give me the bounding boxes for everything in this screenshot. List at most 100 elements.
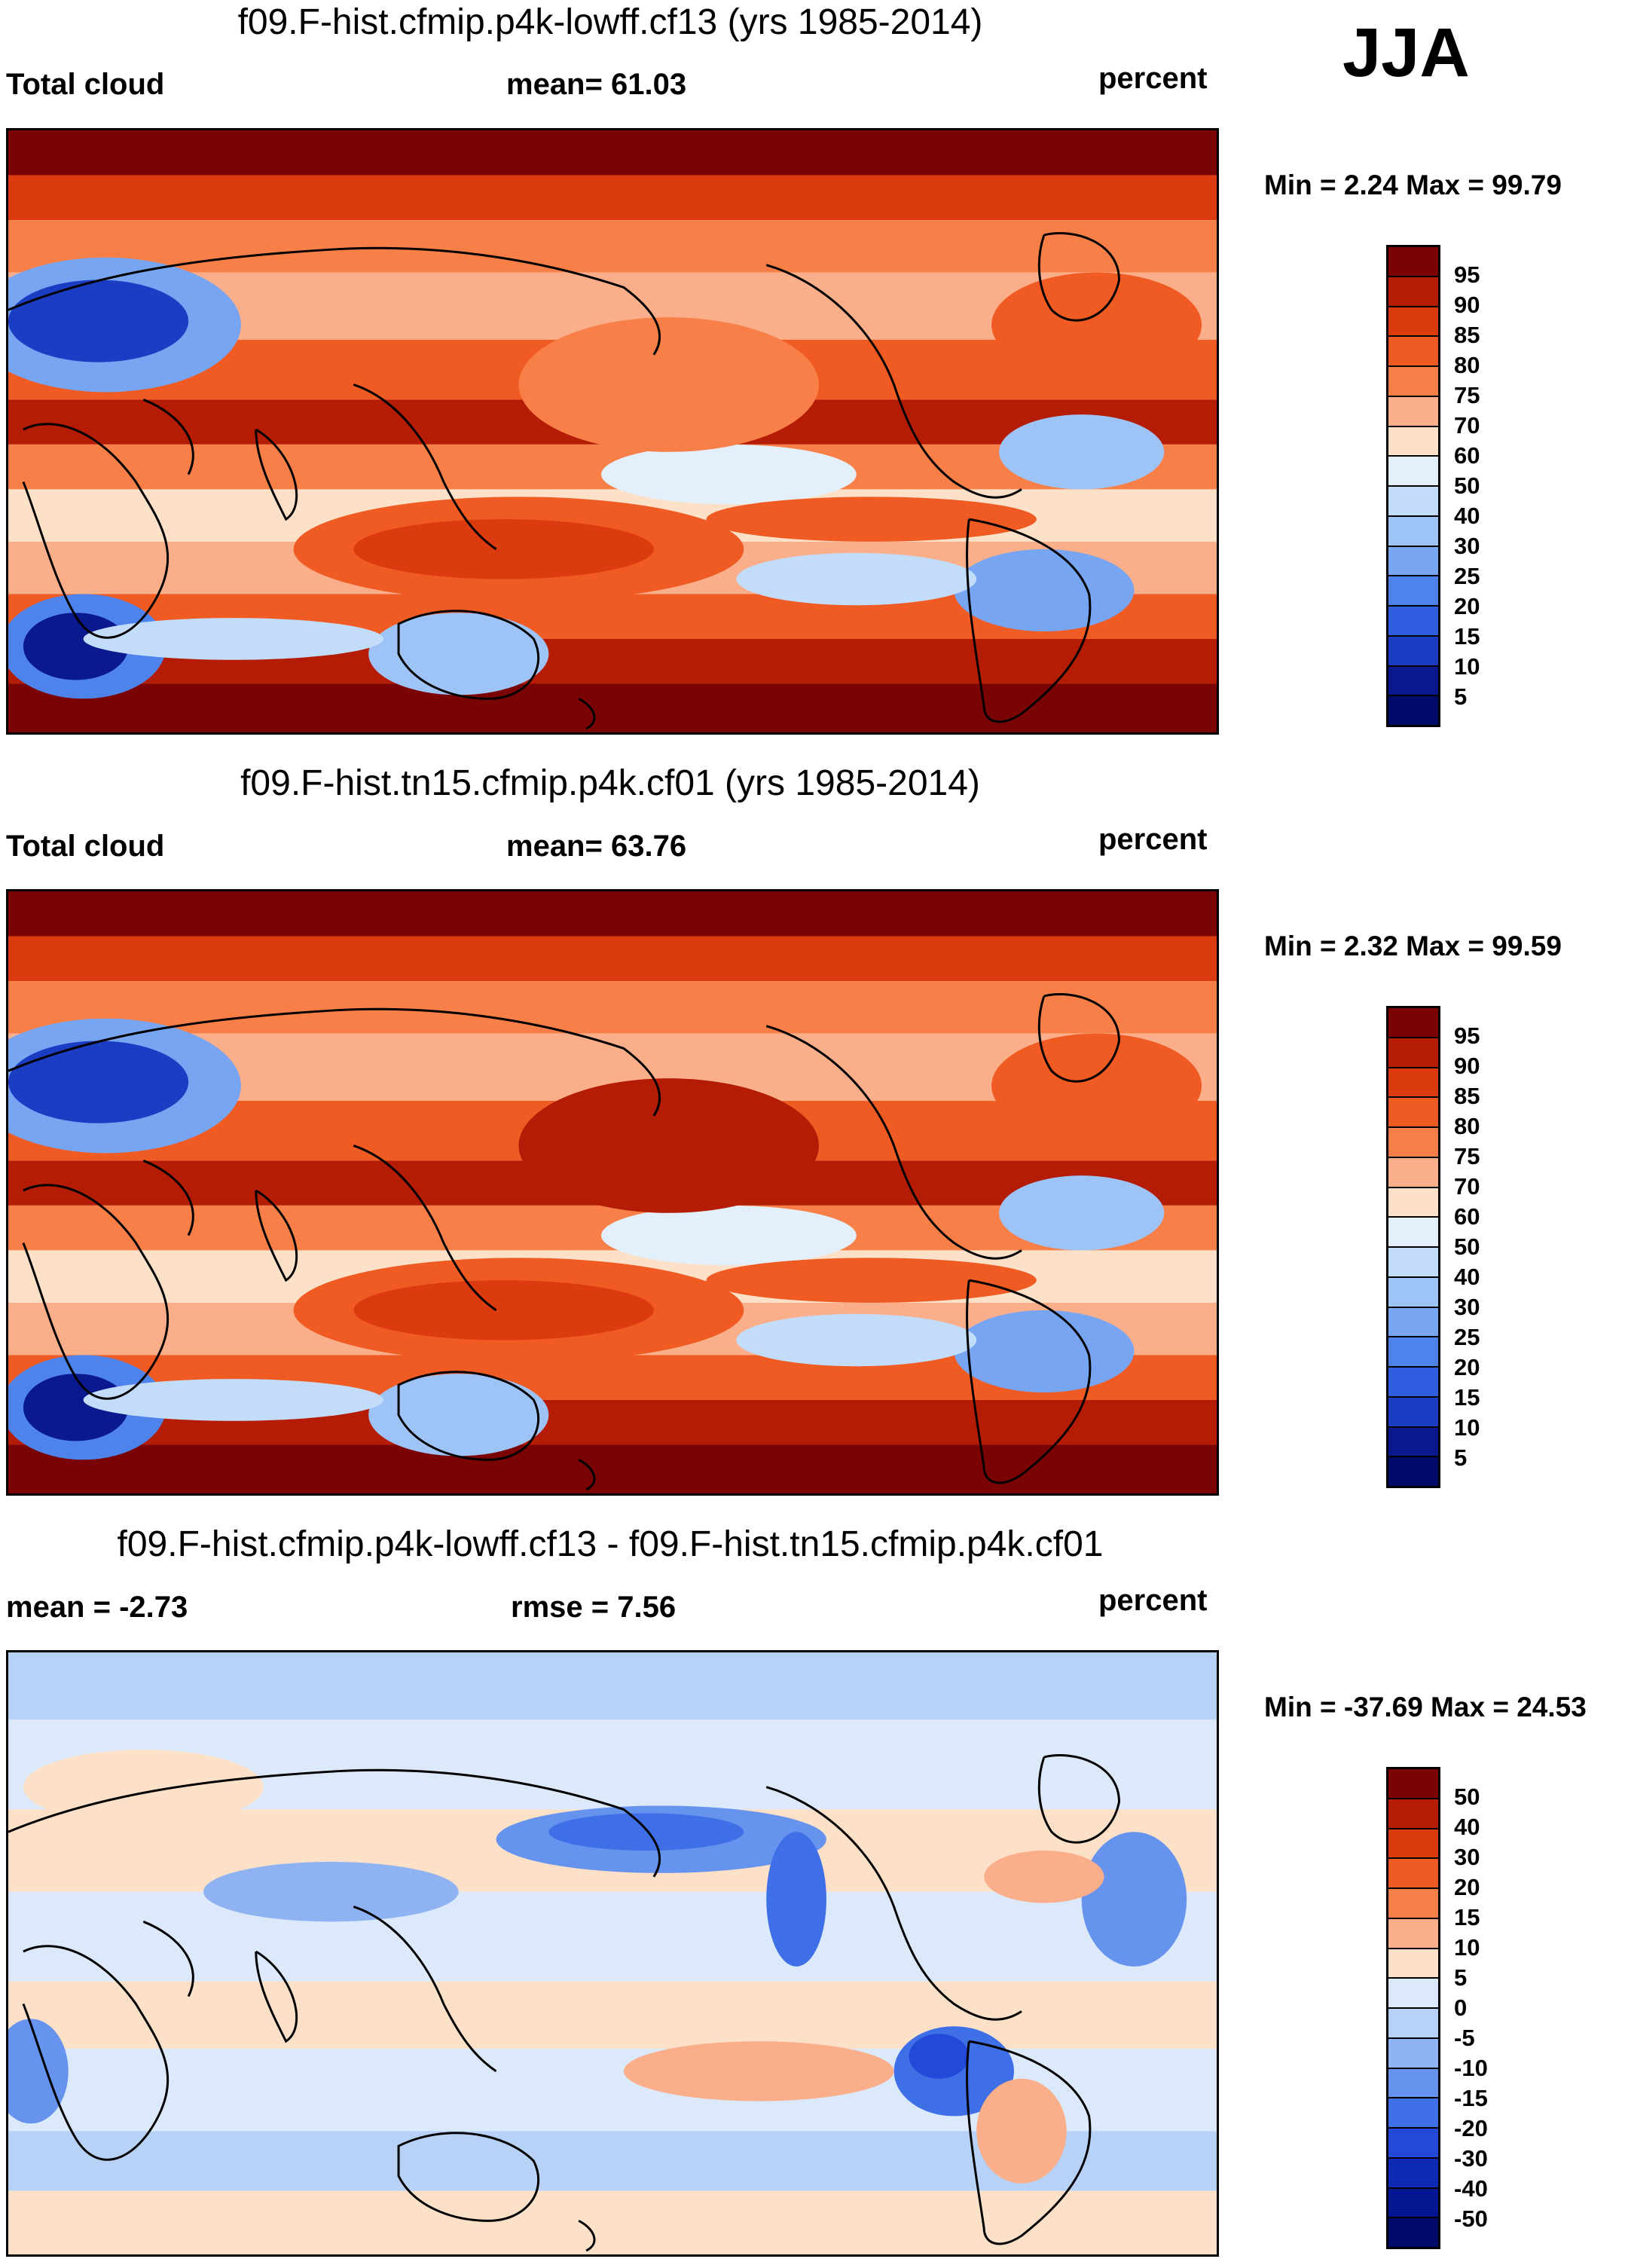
field-contour-blob bbox=[999, 1175, 1165, 1251]
coastline bbox=[142, 398, 298, 521]
field-contour-blob bbox=[766, 1832, 826, 1967]
field-band bbox=[8, 220, 1217, 273]
coastline bbox=[353, 1906, 497, 2073]
field-contour-blob bbox=[601, 444, 857, 505]
field-contour-blob bbox=[601, 1205, 857, 1266]
colorbar-tick-label: 80 bbox=[1454, 1113, 1480, 1139]
panel-1-contour-field bbox=[8, 130, 1217, 732]
field-band bbox=[8, 1652, 1217, 1720]
panel-2-map bbox=[6, 889, 1219, 1496]
field-contour-blob bbox=[518, 317, 819, 452]
panel-3-colorbar bbox=[1386, 1767, 1440, 2249]
colorbar-tick-label: -20 bbox=[1454, 2115, 1488, 2141]
colorbar-tick-label: 90 bbox=[1454, 1053, 1480, 1079]
colorbar-swatch bbox=[1388, 1038, 1438, 1068]
coastline bbox=[966, 1279, 1092, 1484]
panel-2-colorbar bbox=[1386, 1006, 1440, 1488]
colorbar-tick-label: -5 bbox=[1454, 2025, 1475, 2051]
colorbar-tick-label: 15 bbox=[1454, 623, 1480, 650]
colorbar-swatch bbox=[1388, 1248, 1438, 1278]
colorbar-swatch bbox=[1388, 426, 1438, 457]
colorbar-tick-label: 80 bbox=[1454, 352, 1480, 378]
coastline bbox=[22, 1945, 170, 2161]
colorbar-tick-label: 40 bbox=[1454, 1814, 1480, 1840]
colorbar-swatch bbox=[1388, 696, 1438, 725]
panel-2-contour-field bbox=[8, 891, 1217, 1493]
colorbar-tick-label: 20 bbox=[1454, 1874, 1480, 1900]
colorbar-tick-label: 90 bbox=[1454, 292, 1480, 318]
colorbar-tick-label: 75 bbox=[1454, 382, 1480, 408]
panel-3-title: f09.F-hist.cfmip.p4k-lowff.cf13 - f09.F-… bbox=[117, 1524, 1104, 1564]
colorbar-swatch bbox=[1388, 1098, 1438, 1128]
panel-2-title: f09.F-hist.tn15.cfmip.p4k.cf01 (yrs 1985… bbox=[240, 763, 980, 803]
field-contour-blob bbox=[706, 497, 1037, 542]
panel-3-contour-field bbox=[8, 1652, 1217, 2254]
field-contour-blob bbox=[736, 552, 977, 606]
field-contour-blob bbox=[909, 2034, 970, 2079]
field-contour-blob bbox=[976, 2078, 1067, 2184]
panel-1-variable-label: Total cloud bbox=[6, 68, 165, 101]
colorbar-tick-label: 25 bbox=[1454, 1324, 1480, 1350]
coastline bbox=[1037, 993, 1120, 1083]
field-band bbox=[8, 981, 1217, 1034]
colorbar-swatch bbox=[1388, 487, 1438, 517]
colorbar-swatch bbox=[1388, 1307, 1438, 1338]
colorbar-swatch bbox=[1388, 1187, 1438, 1218]
colorbar-swatch bbox=[1388, 1427, 1438, 1458]
panel-3-units-label: percent bbox=[1098, 1584, 1208, 1617]
colorbar-swatch bbox=[1388, 1799, 1438, 1829]
colorbar-swatch bbox=[1388, 1859, 1438, 1889]
colorbar-swatch bbox=[1388, 337, 1438, 367]
field-band bbox=[8, 698, 1217, 732]
field-contour-blob bbox=[353, 519, 654, 579]
colorbar-tick-label: 5 bbox=[1454, 683, 1468, 710]
field-contour-blob bbox=[203, 1861, 459, 1922]
field-band bbox=[8, 936, 1217, 982]
coastline bbox=[765, 1025, 1022, 1260]
colorbar-tick-label: 10 bbox=[1454, 1934, 1480, 1961]
coastline bbox=[397, 1371, 539, 1461]
colorbar-tick-label: 50 bbox=[1454, 1784, 1480, 1810]
colorbar-tick-label: 30 bbox=[1454, 1294, 1480, 1320]
colorbar-swatch bbox=[1388, 457, 1438, 487]
field-contour-blob bbox=[954, 549, 1135, 632]
field-contour-blob bbox=[83, 1379, 384, 1421]
colorbar-swatch bbox=[1388, 1918, 1438, 1949]
colorbar-tick-label: -50 bbox=[1454, 2205, 1488, 2232]
coastline bbox=[142, 1159, 298, 1282]
colorbar-tick-label: 70 bbox=[1454, 412, 1480, 439]
colorbar-tick-label: 60 bbox=[1454, 442, 1480, 469]
colorbar-tick-label: 40 bbox=[1454, 1264, 1480, 1290]
coastline bbox=[353, 1145, 497, 1312]
colorbar-swatch bbox=[1388, 1128, 1438, 1158]
colorbar-swatch bbox=[1388, 2009, 1438, 2039]
coastline bbox=[765, 264, 1022, 499]
field-contour-blob bbox=[991, 272, 1202, 377]
colorbar-swatch bbox=[1388, 247, 1438, 277]
coastline bbox=[397, 2132, 539, 2222]
colorbar-swatch bbox=[1388, 516, 1438, 547]
colorbar-tick-label: 25 bbox=[1454, 563, 1480, 589]
panel-1-map bbox=[6, 128, 1219, 735]
colorbar-tick-label: -30 bbox=[1454, 2145, 1488, 2172]
panel-2-units-label: percent bbox=[1098, 823, 1208, 856]
field-contour-blob bbox=[518, 1078, 819, 1213]
colorbar-tick-label: 60 bbox=[1454, 1203, 1480, 1230]
field-band bbox=[8, 1891, 1217, 1982]
field-contour-blob bbox=[706, 1258, 1037, 1303]
season-label: JJA bbox=[1342, 14, 1470, 91]
field-contour-blob bbox=[8, 2019, 69, 2124]
coastline bbox=[8, 1768, 661, 1878]
colorbar-swatch bbox=[1388, 367, 1438, 397]
colorbar-swatch bbox=[1388, 1337, 1438, 1368]
colorbar-swatch bbox=[1388, 307, 1438, 338]
panel-3-minmax: Min = -37.69 Max = 24.53 bbox=[1264, 1692, 1587, 1722]
colorbar-swatch bbox=[1388, 666, 1438, 697]
field-contour-blob bbox=[83, 618, 384, 660]
colorbar-swatch bbox=[1388, 607, 1438, 637]
field-band bbox=[8, 130, 1217, 153]
coastline bbox=[142, 1920, 298, 2043]
colorbar-swatch bbox=[1388, 1889, 1438, 1919]
field-contour-blob bbox=[736, 1313, 977, 1367]
colorbar-tick-label: 95 bbox=[1454, 1022, 1480, 1049]
